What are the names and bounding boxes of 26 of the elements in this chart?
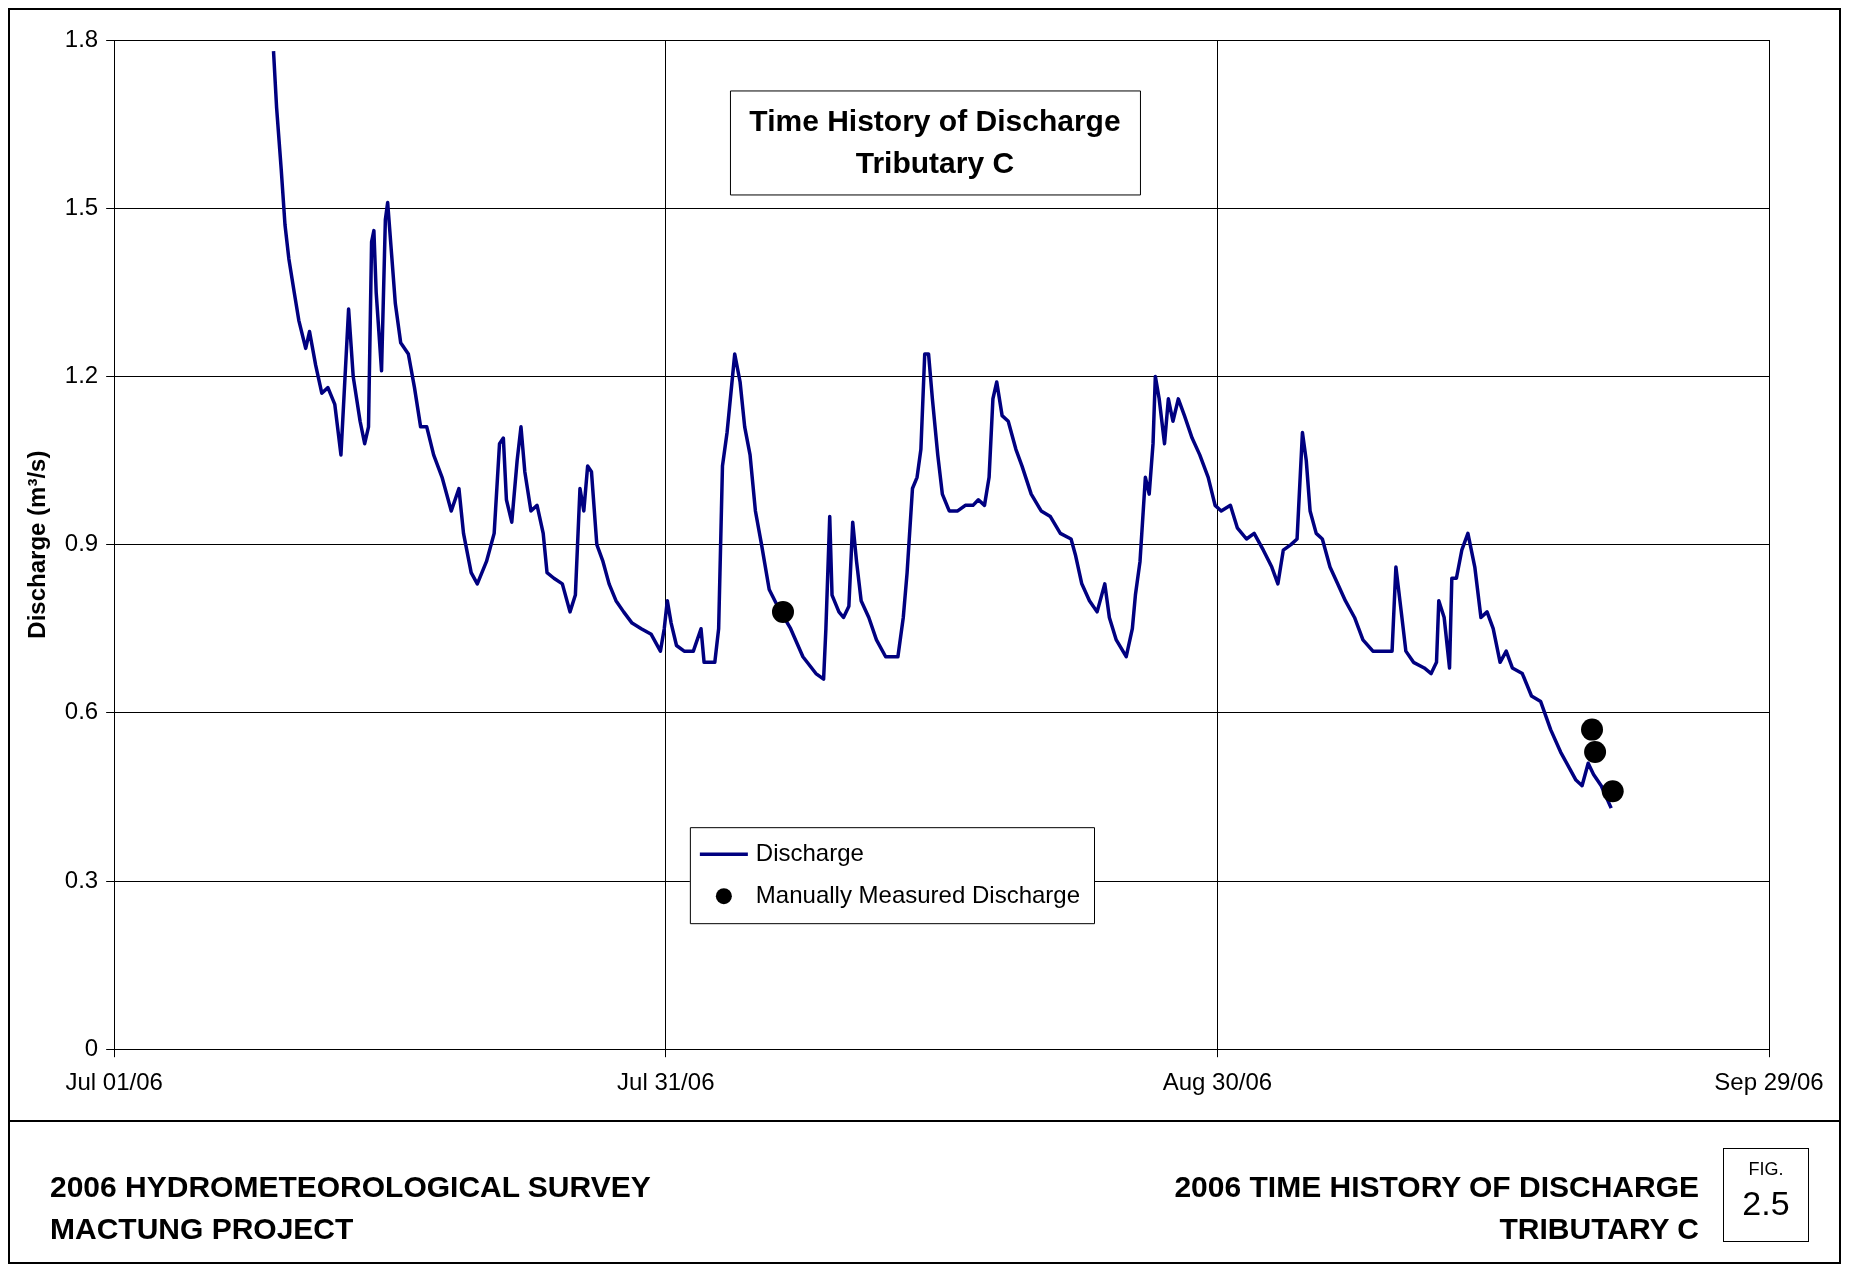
text: Tributary C bbox=[855, 145, 1015, 179]
point bbox=[1584, 741, 1607, 764]
x-tick-label: Jul 31/06 bbox=[617, 1068, 715, 1096]
point bbox=[1581, 718, 1604, 741]
y-tick-label: 1.2 bbox=[64, 361, 99, 389]
text: MACTUNG PROJECT bbox=[50, 1211, 355, 1247]
legend-label: Manually Measured Discharge bbox=[755, 880, 1081, 908]
y-tick-label: 1.5 bbox=[64, 192, 99, 220]
legend-label: Discharge bbox=[755, 838, 864, 866]
text: TRIBUTARY C bbox=[1498, 1211, 1699, 1247]
y-tick-label: 0.9 bbox=[64, 529, 99, 557]
x-tick-label: Jul 01/06 bbox=[65, 1068, 163, 1096]
y-tick-label: 0.6 bbox=[64, 697, 99, 725]
text: Time History of Discharge bbox=[749, 103, 1121, 137]
text: 2.5 bbox=[1741, 1184, 1791, 1223]
y-axis-title: Discharge (m³/s) bbox=[23, 450, 51, 639]
x-tick-label: Aug 30/06 bbox=[1162, 1068, 1273, 1096]
point bbox=[771, 600, 794, 623]
x-tick-label: Sep 29/06 bbox=[1714, 1068, 1824, 1096]
text: 2006 TIME HISTORY OF DISCHARGE bbox=[1174, 1169, 1699, 1205]
y-tick-label: 0 bbox=[84, 1033, 99, 1061]
point bbox=[1601, 780, 1624, 803]
y-tick-label: 1.8 bbox=[64, 24, 99, 52]
text: 2006 HYDROMETEOROLOGICAL SURVEY bbox=[50, 1169, 651, 1205]
y-tick-label: 0.3 bbox=[64, 865, 99, 893]
text: FIG. bbox=[1747, 1159, 1785, 1180]
